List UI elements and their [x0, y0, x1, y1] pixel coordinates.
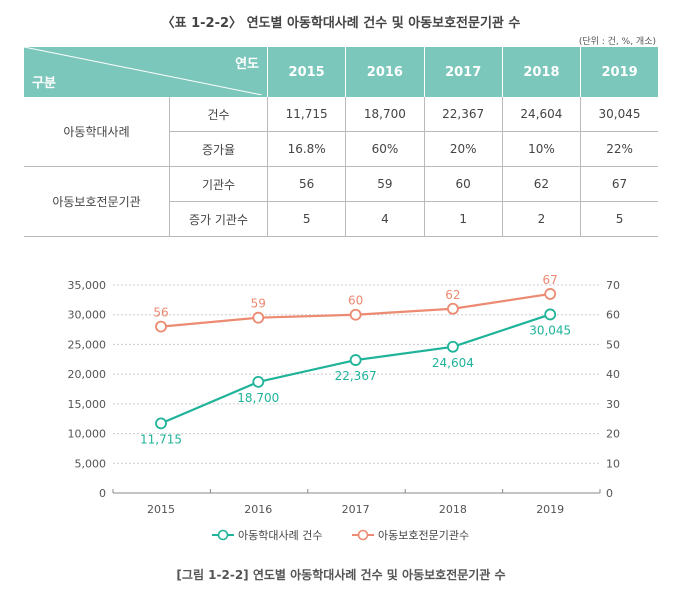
right-tick-label: 50 [606, 338, 620, 351]
row-label: 증가 기관수 [169, 201, 268, 237]
right-tick-label: 60 [606, 309, 620, 322]
data-point [155, 417, 167, 430]
table-cell: 56 [266, 166, 346, 202]
table-cell: 5 [266, 201, 346, 237]
x-tick-label: 2018 [439, 503, 467, 516]
left-tick-label: 30,000 [68, 309, 107, 322]
left-tick-label: 10,000 [68, 428, 107, 441]
table-cell: 22,367 [423, 97, 503, 132]
diagonal-line [24, 47, 262, 95]
left-tick-label: 0 [99, 487, 106, 500]
data-label: 60 [348, 294, 363, 308]
group-label: 아동보호전문기관 [24, 166, 170, 237]
data-label: 30,045 [529, 323, 571, 337]
table-cell: 62 [501, 166, 581, 202]
legend-label: 아동보호전문기관수 [378, 529, 469, 542]
data-point [349, 308, 362, 321]
header-year: 2015 [266, 47, 346, 97]
data-point [446, 302, 459, 315]
table-cell: 5 [580, 201, 658, 237]
header-year-label: 연도 [235, 57, 259, 72]
data-label: 67 [543, 273, 558, 287]
table-row: 증가율 16.8% 60% 20% 10% 22% [24, 131, 658, 167]
data-label: 22,367 [335, 369, 377, 383]
table-cell: 10% [501, 131, 581, 167]
table-cell: 67 [580, 166, 658, 202]
table-cell: 11,715 [266, 97, 346, 132]
figure-caption: [그림 1-2-2] 연도별 아동학대사례 건수 및 아동보호전문기관 수 [176, 568, 506, 582]
left-tick-label: 25,000 [68, 338, 107, 351]
right-tick-label: 40 [606, 368, 620, 381]
left-tick-label: 20,000 [68, 368, 107, 381]
line-chart: 0 5,000 10,000 15,000 20,000 25,000 30,000 35,0… [68, 273, 621, 542]
data-table: 연도 구분 2015 2016 2017 2018 2019 아동학대사례 건수 1… [24, 47, 658, 237]
data-label: 56 [153, 306, 168, 320]
group-label: 아동학대사례 [24, 97, 170, 167]
table-cell: 18,700 [345, 97, 425, 132]
table-cell: 24,604 [501, 97, 581, 132]
data-point [544, 288, 557, 300]
data-point [252, 375, 265, 388]
table-cell: 60 [423, 166, 503, 202]
legend-marker [217, 529, 229, 541]
x-tick-label: 2019 [536, 503, 564, 516]
data-label: 24,604 [432, 356, 474, 370]
table-cell: 59 [345, 166, 425, 202]
data-point [446, 340, 459, 353]
legend-label: 아동학대사례 건수 [238, 529, 322, 542]
data-label: 18,700 [237, 391, 279, 405]
header-category-label: 구분 [32, 76, 56, 91]
left-tick-label: 35,000 [68, 279, 107, 292]
x-tick-label: 2016 [244, 503, 272, 516]
data-point [155, 320, 167, 333]
table-row: 증가 기관수 5 4 1 2 5 [24, 201, 658, 237]
table-row: 아동보호전문기관 기관수 56 59 60 62 67 [24, 166, 658, 237]
table-cell: 4 [345, 201, 425, 237]
table-cell: 16.8% [266, 131, 346, 167]
right-tick-label: 70 [606, 279, 620, 292]
data-point [544, 308, 557, 321]
data-label: 62 [445, 288, 460, 302]
legend-marker [357, 529, 369, 541]
row-label: 기관수 [169, 166, 268, 202]
table-title: 〈표 1-2-2〉 연도별 아동학대사례 건수 및 아동보호전문기관 수 [161, 16, 521, 31]
data-point [252, 311, 265, 324]
right-tick-label: 20 [606, 428, 620, 441]
table-cell: 22% [580, 131, 658, 167]
right-tick-label: 0 [606, 487, 613, 500]
table-cell: 2 [501, 201, 581, 237]
data-point [349, 354, 362, 366]
table-row: 아동학대사례 건수 11,715 18,700 22,367 24,604 30,045 [24, 97, 658, 167]
header-year: 2019 [580, 47, 658, 97]
header-year: 2016 [345, 47, 425, 97]
data-label: 11,715 [140, 432, 182, 446]
header-year: 2017 [423, 47, 503, 97]
row-label: 건수 [169, 97, 268, 132]
left-tick-label: 5,000 [75, 457, 107, 470]
header-year: 2018 [501, 47, 581, 97]
header-corner: 연도 구분 [24, 47, 268, 97]
table-cell: 30,045 [580, 97, 658, 132]
right-tick-label: 10 [606, 457, 620, 470]
unit-note: (단위 : 건, %, 개소) [578, 37, 656, 47]
left-tick-label: 15,000 [68, 398, 107, 411]
table-cell: 1 [423, 201, 503, 237]
right-tick-label: 30 [606, 398, 620, 411]
table-cell: 20% [423, 131, 503, 167]
data-label: 59 [251, 297, 266, 311]
table-cell: 60% [345, 131, 425, 167]
row-label: 증가율 [169, 131, 268, 167]
x-tick-label: 2015 [147, 503, 175, 516]
x-tick-label: 2017 [342, 503, 370, 516]
